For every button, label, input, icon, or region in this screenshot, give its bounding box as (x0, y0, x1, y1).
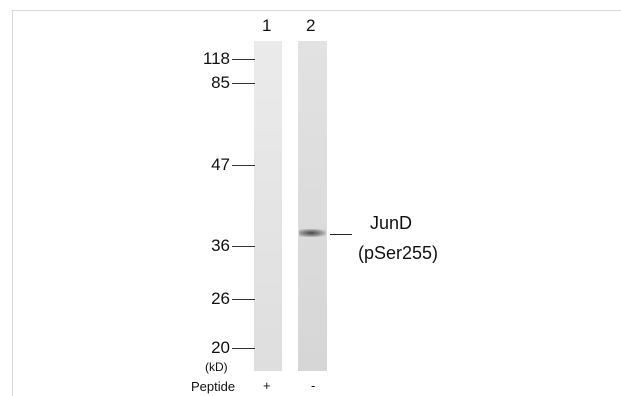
blot-lane-1 (254, 41, 282, 371)
marker-tick-47 (232, 165, 255, 166)
lane-number-1: 1 (262, 16, 272, 35)
marker-tick-118 (232, 59, 255, 60)
marker-label-26: 26 (211, 289, 230, 308)
marker-label-118: 118 (202, 49, 230, 68)
marker-label-20: 20 (211, 338, 230, 357)
marker-label-47: 47 (211, 155, 230, 174)
unit-label: (kD) (205, 360, 228, 374)
marker-label-36: 36 (211, 236, 230, 255)
peptide-sign-lane-2: - (311, 378, 316, 393)
peptide-sign-lane-1: + (263, 378, 271, 393)
protein-pointer-line (330, 234, 352, 235)
blot-lane-2 (298, 41, 327, 371)
peptide-label: Peptide (191, 379, 236, 394)
marker-label-85: 85 (211, 73, 230, 92)
figure-left-border (12, 10, 13, 396)
marker-tick-26 (232, 299, 255, 300)
lane-number-2: 2 (306, 16, 316, 35)
marker-tick-85 (232, 83, 255, 84)
marker-tick-36 (232, 246, 255, 247)
figure-top-border (12, 10, 621, 11)
protein-modification: (pSer255) (358, 243, 439, 263)
junD-band (299, 229, 326, 237)
protein-name: JunD (370, 213, 413, 233)
marker-tick-20 (232, 348, 255, 349)
